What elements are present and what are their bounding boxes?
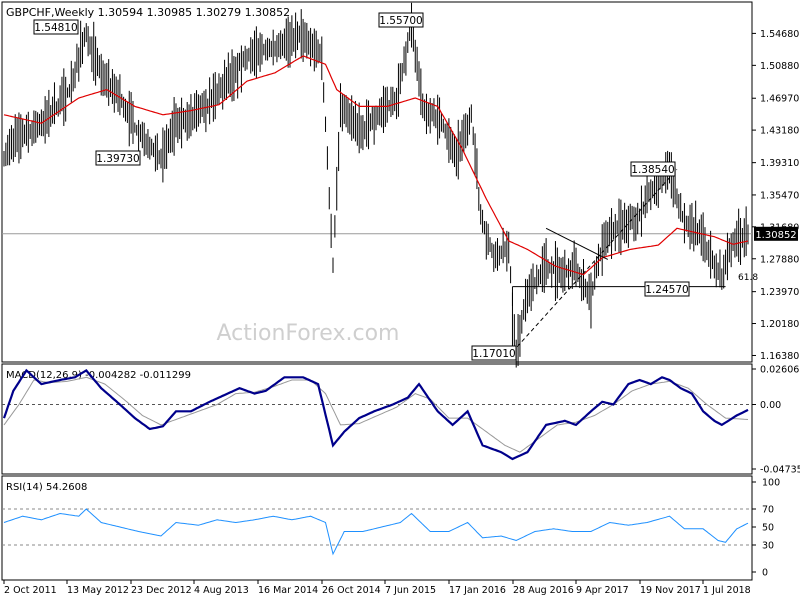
x-tick-label: 13 May 2012 xyxy=(67,585,129,596)
rsi-title: RSI(14) 54.2608 xyxy=(6,482,87,493)
macd-line xyxy=(2,368,749,461)
solid-trendline xyxy=(545,227,609,260)
x-tick-label: 28 Aug 2016 xyxy=(513,585,574,596)
rsi-tick-label: 30 xyxy=(762,541,774,552)
y-tick-label: 1.20180 xyxy=(760,319,799,330)
rsi-line xyxy=(3,508,749,556)
macd-tick-label: 0.00 xyxy=(760,400,781,411)
rsi-panel-frame xyxy=(1,475,753,581)
x-tick-label: 9 Apr 2017 xyxy=(576,585,629,596)
price-label-text: 1.39730 xyxy=(96,153,139,165)
price-label-box xyxy=(630,161,676,177)
last-price-label: 1.30852 xyxy=(755,230,796,241)
price-label-text: 1.24570 xyxy=(645,284,688,296)
price-label-text: 1.17010 xyxy=(472,348,515,360)
y-tick-label: 1.27880 xyxy=(760,254,799,265)
x-tick-label: 26 Oct 2014 xyxy=(322,585,381,596)
price-panel-frame xyxy=(1,1,753,363)
price-series xyxy=(3,2,749,368)
macd-signal-line xyxy=(3,376,749,453)
macd-series: 0.026065 0.00 -0.047354 xyxy=(2,365,800,476)
rsi-tick-label: 100 xyxy=(762,478,780,489)
moving-average-series xyxy=(3,55,749,276)
price-label-box xyxy=(378,12,424,28)
y-axis-ticks: 1.54680 1.50880 1.46970 1.43180 1.39310 1.354… xyxy=(752,29,799,362)
price-annotations: 1.54810 1.55700 1.39730 1.38540 1.24570 1.170… xyxy=(33,12,758,361)
y-tick-label: 1.23970 xyxy=(760,287,799,298)
x-axis-ticks: 2 Oct 2011 13 May 2012 23 Dec 2012 4 Aug 20… xyxy=(3,580,751,596)
y-tick-label: 1.50880 xyxy=(760,61,799,72)
x-tick-label: 16 Mar 2014 xyxy=(258,585,318,596)
dashed-trendline xyxy=(512,169,678,353)
price-label-text: 1.54810 xyxy=(34,22,77,34)
watermark: ActionForex.com xyxy=(217,321,400,346)
price-label-box xyxy=(33,19,79,35)
x-tick-label: 2 Oct 2011 xyxy=(4,585,57,596)
rsi-tick-label: 70 xyxy=(762,505,774,516)
last-price-flag xyxy=(754,226,798,241)
chart-symbol-header: GBPCHF,Weekly 1.30594 1.30985 1.30279 1.… xyxy=(6,6,290,19)
price-label-text: 1.55700 xyxy=(379,15,422,27)
x-tick-label: 4 Aug 2013 xyxy=(194,585,249,596)
x-tick-label: 19 Nov 2017 xyxy=(640,585,701,596)
y-tick-label: 1.43180 xyxy=(760,126,799,137)
trendlines xyxy=(512,169,678,353)
price-label-box xyxy=(471,345,517,361)
macd-tick-label: -0.047354 xyxy=(760,465,800,476)
rsi-series: 100 70 50 30 0 xyxy=(2,478,780,579)
y-tick-label: 1.54680 xyxy=(760,29,799,40)
x-tick-label: 17 Jan 2016 xyxy=(449,585,506,596)
moving-average-line xyxy=(3,55,749,276)
y-tick-label: 1.39310 xyxy=(760,158,799,169)
fib-label: 61.8 xyxy=(738,273,758,283)
y-tick-label: 1.16380 xyxy=(760,351,799,362)
macd-title: MACD(12,26,9) -0.004282 -0.011299 xyxy=(6,370,191,381)
price-label-text: 1.38540 xyxy=(631,164,674,176)
x-tick-label: 7 Jun 2015 xyxy=(385,585,436,596)
price-label-box xyxy=(95,150,141,166)
x-tick-label: 23 Dec 2012 xyxy=(131,585,192,596)
y-tick-label: 1.35470 xyxy=(760,190,799,201)
rsi-tick-label: 50 xyxy=(762,523,774,534)
macd-panel-frame xyxy=(1,363,753,475)
macd-tick-label: 0.026065 xyxy=(760,365,800,376)
y-tick-label: 1.46970 xyxy=(760,94,799,105)
rsi-tick-label: 0 xyxy=(762,568,768,579)
price-label-box xyxy=(644,281,690,297)
x-tick-label: 1 Jul 2018 xyxy=(703,585,751,596)
